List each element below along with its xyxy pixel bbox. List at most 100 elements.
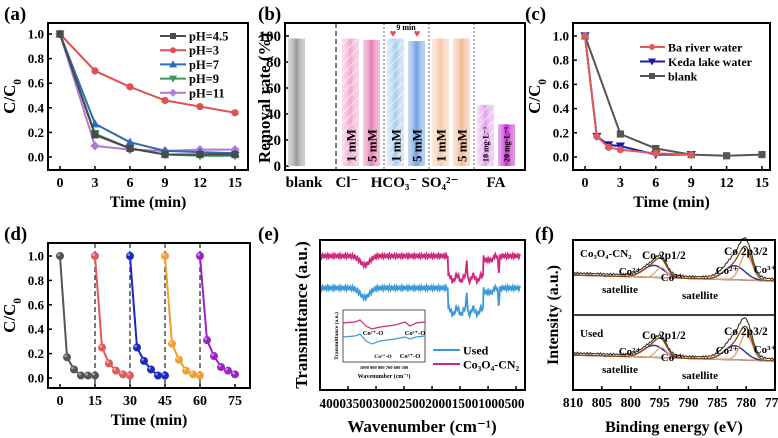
- marker-ball: [189, 370, 197, 379]
- marker-square: [196, 150, 204, 159]
- panel-c: (c) 0.0 0.2 0.4 0.6 0.8 1.0 0 3 6 9 12 15 Time (min) C…: [525, 4, 771, 211]
- marker-ball: [112, 366, 120, 375]
- inset-annotation: Co²⁺-O: [363, 330, 384, 337]
- y-axis-label: C/C0: [525, 79, 549, 114]
- marker-circle: [161, 96, 169, 105]
- legend-label: Ba river water: [668, 41, 743, 55]
- series-cycle-5: [196, 252, 239, 379]
- bar: 10 mg·L⁻¹: [477, 104, 494, 166]
- legend-item: pH=9: [160, 72, 219, 86]
- bar: 1 mM: [387, 38, 404, 166]
- y-tick-label: 0.8: [28, 273, 45, 288]
- marker-highlight: [225, 367, 229, 371]
- marker-highlight: [127, 253, 130, 256]
- y-tick-label: 0: [274, 159, 282, 175]
- x-category-label: FA: [487, 175, 506, 191]
- y-tick-label: 0.6: [553, 77, 570, 92]
- marker-highlight: [71, 366, 74, 370]
- subpanel-0: Co₃O₄-CN₂ Co 2p1/2 Co 2p3/2 Co²⁺ Co³⁺ Co²⁺ Co³…: [572, 237, 777, 302]
- bar: [288, 38, 305, 166]
- label-co3plus: Co³⁺: [754, 344, 777, 356]
- x-tick-label: 15: [228, 176, 242, 191]
- marker-highlight: [197, 253, 201, 256]
- y-tick-label: 0.8: [553, 53, 570, 68]
- x-tick-label: 805: [592, 395, 613, 410]
- marker-circle: [231, 109, 239, 117]
- marker-highlight: [148, 366, 152, 370]
- label-co2plus: Co²⁺: [619, 266, 642, 278]
- marker-ball: [196, 371, 204, 380]
- series-cycle-3: [126, 252, 169, 380]
- marker-circle: [687, 150, 695, 159]
- bar: 5 mM: [408, 41, 425, 167]
- label-co2plus: Co²⁺: [716, 265, 739, 277]
- series-pH=4.5: [56, 30, 239, 159]
- panel-label: (f): [535, 224, 554, 245]
- label-co3plus: Co³⁺: [754, 264, 777, 276]
- marker-ball: [231, 370, 239, 379]
- marker-ball: [119, 370, 127, 379]
- marker-ball: [168, 339, 176, 348]
- x-tick-label: 6: [127, 176, 134, 191]
- marker-ball: [133, 343, 141, 352]
- label-co3plus: Co³⁺: [661, 352, 684, 364]
- series-line: [59, 33, 235, 152]
- series-line: [94, 255, 131, 377]
- marker-highlight: [134, 344, 138, 348]
- label-co2plus: Co²⁺: [619, 346, 642, 358]
- bar: 5 mM: [453, 38, 470, 166]
- plot-frame: [572, 22, 771, 171]
- bar-hatch: [477, 104, 494, 166]
- marker-highlight: [162, 253, 166, 256]
- bar: 1 mM: [342, 38, 359, 166]
- bar: 1 mM: [432, 38, 449, 166]
- marker-circle: [170, 47, 176, 54]
- bar-shade: [498, 124, 515, 166]
- inset-frame: [342, 309, 426, 363]
- y-tick-label: 20: [266, 133, 281, 149]
- marker-square: [649, 73, 655, 79]
- y-tick-label: 0.8: [28, 51, 45, 66]
- heart-icon: ♥: [390, 28, 397, 40]
- inset-x-label: Wavenumber (cm⁻¹): [358, 373, 411, 380]
- marker-ball: [224, 366, 232, 375]
- legend-label: pH=3: [189, 44, 219, 58]
- legend-label: pH=9: [189, 72, 219, 86]
- legend-label: pH=7: [189, 58, 219, 72]
- plot-frame: [47, 242, 251, 389]
- marker-ball: [91, 252, 99, 260]
- bar-label: 1 mM: [344, 129, 359, 162]
- y-tick-label: 80: [266, 55, 281, 71]
- y-tick-label: 0.6: [28, 76, 45, 91]
- marker-circle: [126, 83, 134, 91]
- x-tick-label: 0: [57, 176, 64, 191]
- x-tick-label: 75: [228, 394, 242, 409]
- series-line: [129, 255, 165, 377]
- x-axis-label: Binding energy (eV): [605, 419, 743, 436]
- y-tick-label: 1.0: [28, 27, 44, 42]
- x-tick-label: 775: [765, 395, 778, 410]
- marker-highlight: [141, 358, 145, 361]
- marker-ball: [63, 353, 71, 362]
- annotation: 9 min: [396, 23, 416, 32]
- marker-ball: [196, 252, 204, 260]
- legend-item: blank: [640, 70, 698, 84]
- series-co3o4-cn2: [319, 251, 521, 286]
- bar-shade: [453, 38, 470, 166]
- x-tick-labels: 4000350030002500200015001000500: [320, 397, 525, 412]
- y-axis-label: Transmittance (a.u.): [292, 241, 311, 388]
- marker-ball: [126, 252, 134, 260]
- legend-label: Co₃O₄-CN₂: [463, 358, 520, 372]
- y-tick-label: 0.2: [28, 125, 44, 140]
- x-tick-label: 60: [193, 394, 207, 409]
- bar-label: 1 mM: [434, 129, 449, 162]
- marker-highlight: [92, 372, 95, 376]
- marker-triangle-down: [169, 75, 177, 83]
- x-tick-label: 45: [158, 394, 172, 409]
- x-tick-label: 790: [678, 395, 699, 410]
- series-line: [59, 33, 236, 155]
- x-tick-label: 9: [162, 176, 169, 191]
- marker-ball: [140, 356, 148, 365]
- heart-icon: ♥: [414, 28, 421, 40]
- marker-circle: [593, 132, 601, 141]
